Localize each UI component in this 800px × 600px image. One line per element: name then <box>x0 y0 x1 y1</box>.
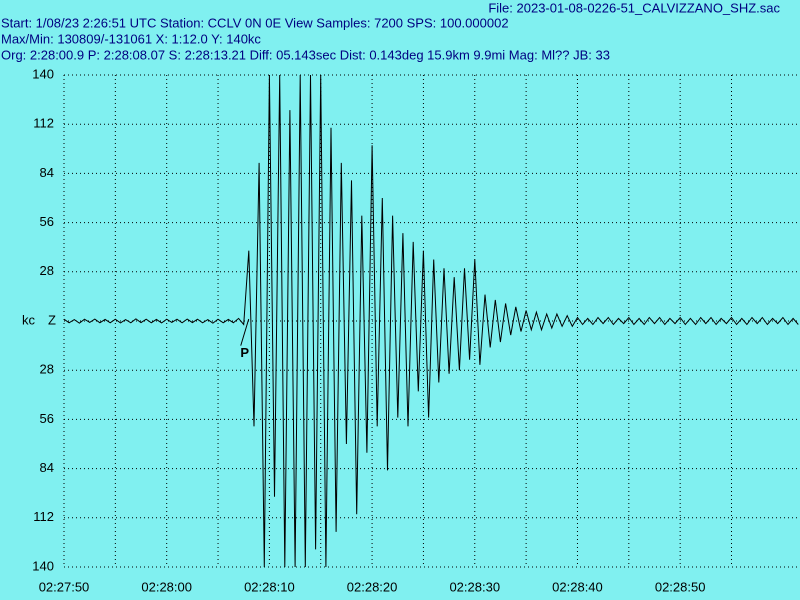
header-line: Max/Min: 130809/-131061 X: 1:12.0 Y: 140… <box>1 31 261 46</box>
waveform <box>63 74 799 568</box>
x-tick-label: 02:28:30 <box>449 579 500 594</box>
x-tick-label: 02:28:40 <box>552 579 603 594</box>
p-marker-label: P <box>240 345 249 360</box>
y-tick-label: 140 <box>32 558 54 573</box>
y-tick-label: 84 <box>40 165 54 180</box>
x-tick-label: 02:28:00 <box>141 579 192 594</box>
p-marker-tick <box>240 318 250 346</box>
x-tick-label: 02:28:50 <box>655 579 706 594</box>
header-line: Start: 1/08/23 2:26:51 UTC Station: CCLV… <box>1 15 509 30</box>
y-tick-label: 56 <box>40 214 54 229</box>
y-tick-label: 28 <box>40 362 54 377</box>
y-tick-label: 140 <box>32 66 54 81</box>
y-tick-label: 112 <box>33 509 54 524</box>
file-name: File: 2023-01-08-0226-51_CALVIZZANO_SHZ.… <box>488 0 780 15</box>
x-tick-label: 02:27:50 <box>39 579 90 594</box>
header-line: Org: 2:28:00.9 P: 2:28:08.07 S: 2:28:13.… <box>1 47 610 62</box>
y-tick-label: 112 <box>33 116 54 131</box>
x-tick-label: 02:28:20 <box>347 579 398 594</box>
y-tick-label: kc <box>22 312 36 327</box>
channel-label: Z <box>48 312 56 327</box>
x-tick-label: 02:28:10 <box>244 579 295 594</box>
y-tick-label: 84 <box>40 460 54 475</box>
y-tick-label: 28 <box>40 263 54 278</box>
y-tick-label: 56 <box>40 411 54 426</box>
